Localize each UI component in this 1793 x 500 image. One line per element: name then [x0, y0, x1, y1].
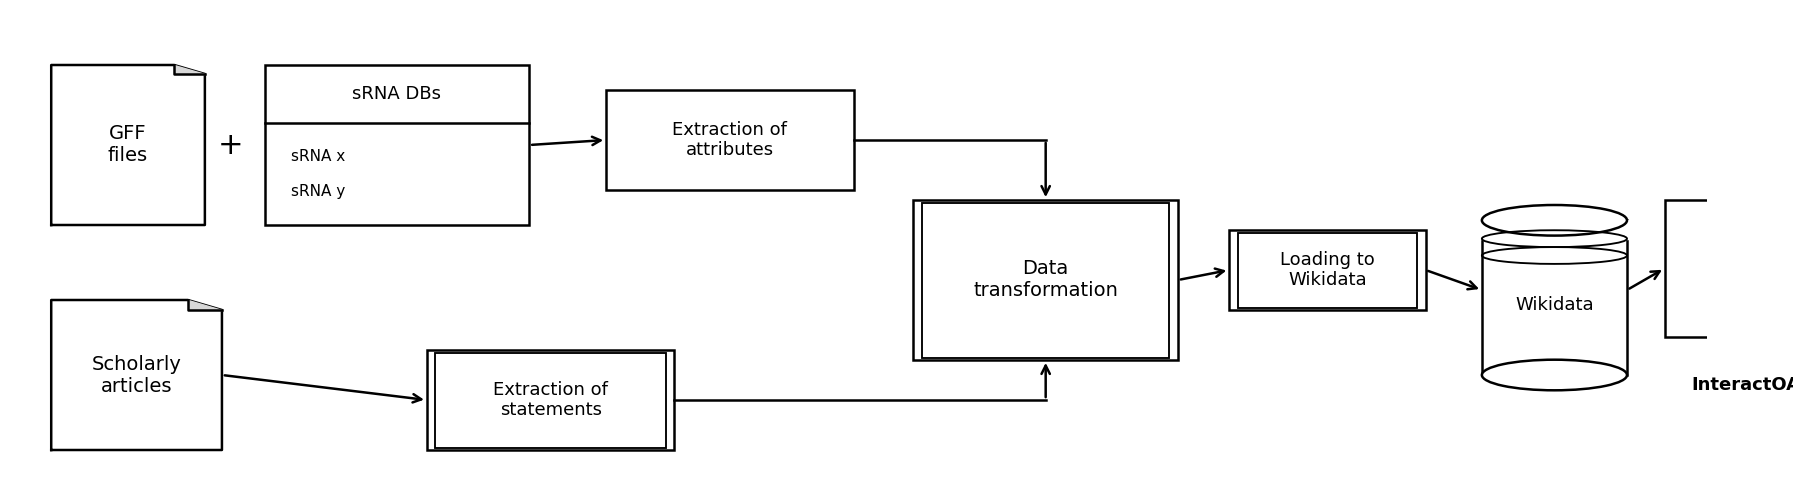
Polygon shape [188, 300, 222, 310]
Bar [1664, 200, 1793, 337]
Text: Extraction of
attributes: Extraction of attributes [672, 120, 787, 160]
Text: InteractOA: InteractOA [1691, 376, 1793, 394]
Text: Scholarly
articles: Scholarly articles [91, 354, 181, 396]
Text: GFF
files: GFF files [108, 124, 149, 166]
Polygon shape [52, 65, 204, 225]
Polygon shape [1479, 220, 1630, 238]
Bar [265, 65, 529, 225]
Ellipse shape [1481, 205, 1626, 236]
Text: Extraction of
statements: Extraction of statements [493, 380, 608, 420]
Bar [436, 352, 665, 448]
Polygon shape [52, 300, 222, 450]
Bar [1481, 220, 1626, 375]
Text: sRNA x

sRNA y: sRNA x sRNA y [290, 149, 346, 198]
Ellipse shape [1481, 360, 1626, 390]
Bar [913, 200, 1178, 360]
Bar [922, 202, 1169, 358]
Text: Loading to
Wikidata: Loading to Wikidata [1280, 250, 1375, 290]
Bar [1237, 232, 1416, 308]
Bar [427, 350, 674, 450]
Text: Data
transformation: Data transformation [974, 260, 1119, 300]
Text: Wikidata: Wikidata [1515, 296, 1594, 314]
Text: sRNA DBs: sRNA DBs [353, 85, 441, 103]
Polygon shape [174, 65, 204, 74]
Text: +: + [217, 130, 244, 160]
Bar [606, 90, 853, 190]
Bar [1230, 230, 1425, 310]
